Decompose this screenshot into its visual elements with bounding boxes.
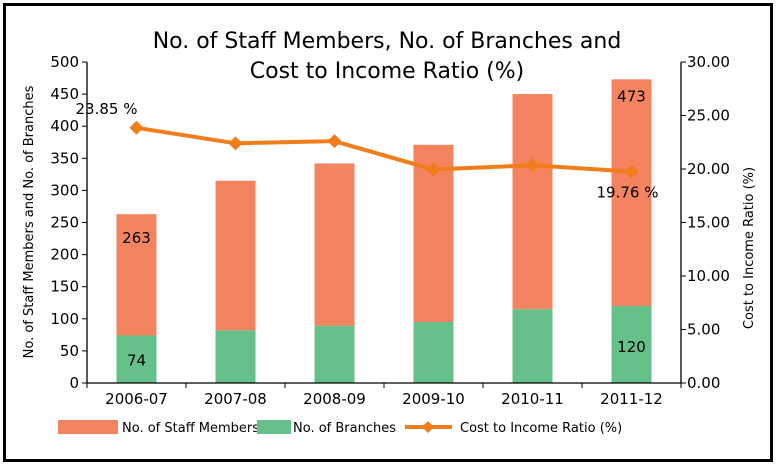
bar-layer — [116, 79, 652, 383]
bar-staff-2006-07 — [116, 214, 157, 336]
chart-title-line-2: Cost to Income Ratio (%) — [250, 59, 524, 84]
y-right-tick-30.00: 30.00 — [687, 53, 730, 71]
legend: No. of Staff Members No. of Branches Cos… — [58, 420, 622, 436]
y-left-tick-50: 50 — [60, 342, 79, 360]
y-left-tick-350: 350 — [50, 149, 79, 167]
bar-staff-2008-09 — [314, 163, 355, 326]
y-right-tick-5.00: 5.00 — [687, 321, 720, 339]
bar-branches-2011-12 — [611, 305, 652, 383]
label-staff-2011: 473 — [617, 87, 646, 105]
y-left-tick-450: 450 — [50, 85, 79, 103]
line-layer — [129, 120, 639, 179]
legend-swatch-branches — [257, 420, 291, 434]
y-right-tick-20.00: 20.00 — [687, 160, 730, 178]
y-left-tick-500: 500 — [50, 53, 79, 71]
ratio-point-2006-07 — [129, 120, 144, 135]
bar-staff-2007-08 — [215, 180, 256, 331]
y-left-tick-400: 400 — [50, 117, 79, 135]
label-staff-2006: 263 — [122, 229, 151, 247]
ratio-point-2008-09 — [327, 134, 342, 149]
x-tick-2006-07: 2006-07 — [105, 390, 168, 408]
legend-swatch-staff — [58, 420, 118, 434]
y-left-tick-250: 250 — [50, 214, 79, 232]
ratio-line — [136, 125, 632, 174]
bar-staff-2010-11 — [512, 94, 553, 310]
y-right-tick-10.00: 10.00 — [687, 267, 730, 285]
ratio-point-2007-08 — [228, 136, 243, 151]
x-tick-2009-10: 2009-10 — [402, 390, 465, 408]
bar-branches-2007-08 — [215, 330, 256, 383]
ratio-point-2011-12 — [624, 164, 639, 179]
bar-branches-2010-11 — [512, 309, 553, 383]
y-left-tick-150: 150 — [50, 278, 79, 296]
y-right-axis-title: Cost to Income Ratio (%) — [742, 167, 757, 329]
x-tick-2007-08: 2007-08 — [204, 390, 267, 408]
chart-title-line-1: No. of Staff Members, No. of Branches an… — [153, 29, 622, 54]
y-left-axis-title: No. of Staff Members and No. of Branches — [22, 85, 37, 358]
axes-layer: 0 50 100 150 200 250 300 350 400 450 500 0.00 5.00 10… — [50, 53, 730, 408]
bar-branches-2009-10 — [413, 322, 454, 383]
y-right-tick-25.00: 25.00 — [687, 107, 730, 125]
x-tick-2011-12: 2011-12 — [600, 390, 663, 408]
data-label-layer: 263 74 23.85 % 473 120 19.76 % — [76, 87, 659, 369]
legend-label-ratio: Cost to Income Ratio (%) — [460, 421, 622, 436]
label-ratio-2006: 23.85 % — [76, 100, 138, 118]
x-tick-2010-11: 2010-11 — [501, 390, 564, 408]
bar-staff-2011-12 — [611, 79, 652, 306]
y-left-tick-200: 200 — [50, 246, 79, 264]
y-right-tick-15.00: 15.00 — [687, 214, 730, 232]
ratio-point-2010-11 — [525, 158, 540, 173]
y-left-tick-100: 100 — [50, 310, 79, 328]
bar-branches-2008-09 — [314, 325, 355, 383]
label-ratio-2011: 19.76 % — [597, 184, 659, 202]
bar-branches-2006-07 — [116, 335, 157, 383]
ratio-point-2009-10 — [426, 162, 441, 177]
label-branches-2006: 74 — [127, 351, 146, 369]
y-right-tick-0.00: 0.00 — [687, 374, 720, 392]
label-branches-2011: 120 — [617, 338, 646, 356]
legend-label-branches: No. of Branches — [293, 421, 396, 436]
y-left-tick-300: 300 — [50, 181, 79, 199]
legend-marker-ratio — [422, 421, 434, 433]
legend-label-staff: No. of Staff Members — [122, 421, 259, 436]
x-tick-2008-09: 2008-09 — [303, 390, 366, 408]
y-left-tick-0: 0 — [69, 374, 79, 392]
